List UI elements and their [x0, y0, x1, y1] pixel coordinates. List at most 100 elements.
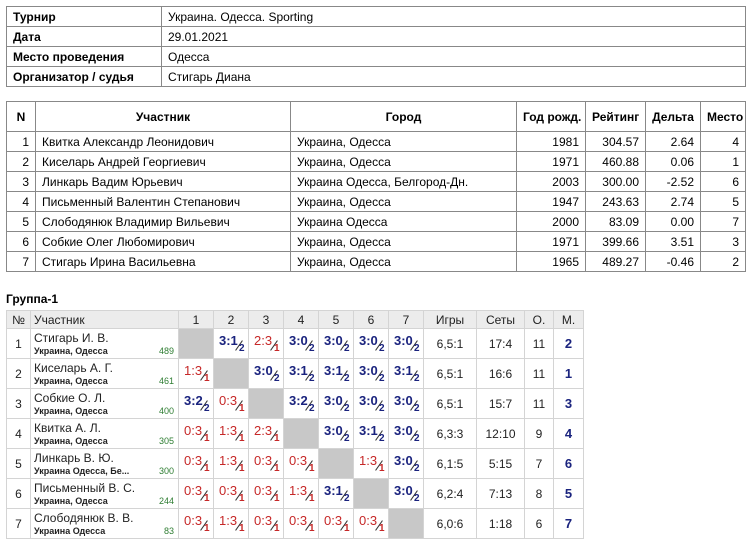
- player-city: Украина Одесса, Бе...: [34, 466, 130, 476]
- result-cell: 3:0 2: [318, 328, 354, 359]
- cell: 3.51: [645, 231, 701, 252]
- match-points: 1: [239, 523, 245, 534]
- cell: Квитка Александр Леонидович: [35, 131, 291, 152]
- player-name: Собкие О. Л.: [34, 391, 106, 405]
- match-points: 1: [204, 523, 210, 534]
- result: 0:3 1: [182, 510, 212, 536]
- info-label: Дата: [6, 26, 162, 47]
- match-points: 2: [379, 343, 385, 354]
- result: 3:2 2: [287, 390, 317, 416]
- column-header: Год рожд.: [516, 101, 586, 132]
- result-cell: 3:0 2: [353, 328, 389, 359]
- player-city: Украина, Одесса: [34, 406, 108, 416]
- result: 0:3 1: [252, 480, 282, 506]
- score: 3:2: [184, 393, 203, 408]
- number: 6: [6, 478, 31, 509]
- games: 6,5:1: [423, 388, 477, 419]
- match-points: 1: [274, 493, 280, 504]
- column-header: №: [6, 310, 31, 329]
- match-points: 1: [239, 493, 245, 504]
- column-header: Место: [700, 101, 746, 132]
- group-row: 3 Собкие О. Л. Украина, Одесса 400 3:2 2 0:3 1 3…: [6, 388, 584, 419]
- result-cell: 1:3 1: [283, 478, 319, 509]
- column-header: N: [6, 101, 36, 132]
- result: 0:3 1: [182, 480, 212, 506]
- score: 0:3: [184, 453, 203, 468]
- cell: Письменный Валентин Степанович: [35, 191, 291, 212]
- result: 3:1 2: [322, 360, 352, 386]
- score: 3:0: [359, 333, 378, 348]
- score: 0:3: [184, 513, 203, 528]
- cell: 83.09: [585, 211, 646, 232]
- result-cell: 0:3 1: [248, 448, 284, 479]
- match-points: 1: [274, 433, 280, 444]
- participant-row: 5 Слободянюк Владимир Вильевич Украина Оде…: [6, 211, 746, 232]
- result: 1:3 1: [217, 450, 247, 476]
- info-row: Дата 29.01.2021: [6, 26, 746, 47]
- cell: 1: [6, 131, 36, 152]
- cell: Украина, Одесса: [290, 251, 517, 272]
- place: 2: [553, 328, 584, 359]
- cell: -2.52: [645, 171, 701, 192]
- cell: Киселарь Андрей Георгиевич: [35, 151, 291, 172]
- diagonal-cell: [248, 388, 284, 419]
- match-points: 2: [344, 373, 350, 384]
- result: 3:0 2: [392, 390, 422, 416]
- match-points: 1: [309, 493, 315, 504]
- match-points: 2: [274, 373, 280, 384]
- info-label: Турнир: [6, 6, 162, 27]
- cell: 2.74: [645, 191, 701, 212]
- sets: 5:15: [476, 448, 525, 479]
- match-points: 2: [414, 343, 420, 354]
- cell: 1: [700, 151, 746, 172]
- cell: 399.66: [585, 231, 646, 252]
- result-cell: 1:3 1: [178, 358, 214, 389]
- cell: 2: [700, 251, 746, 272]
- match-points: 2: [379, 373, 385, 384]
- result: 2:3 1: [252, 420, 282, 446]
- player-name: Линкарь В. Ю.: [34, 451, 114, 465]
- match-points: 2: [344, 433, 350, 444]
- score: 2:3: [254, 333, 273, 348]
- cell: 2.64: [645, 131, 701, 152]
- result-cell: 0:3 1: [283, 508, 319, 539]
- score: 3:0: [394, 393, 413, 408]
- column-header: Дельта: [645, 101, 701, 132]
- result-cell: 3:0 2: [388, 388, 424, 419]
- score: 3:0: [289, 333, 308, 348]
- place: 1: [553, 358, 584, 389]
- player-city: Украина, Одесса: [34, 346, 108, 356]
- result: 1:3 1: [217, 420, 247, 446]
- cell: 304.57: [585, 131, 646, 152]
- score: 3:0: [394, 423, 413, 438]
- match-points: 1: [309, 523, 315, 534]
- result: 3:0 2: [322, 390, 352, 416]
- participant-row: 2 Киселарь Андрей Георгиевич Украина, Одес…: [6, 151, 746, 172]
- games: 6,0:6: [423, 508, 477, 539]
- result-cell: 0:3 1: [248, 508, 284, 539]
- cell: 2003: [516, 171, 586, 192]
- sets: 17:4: [476, 328, 525, 359]
- result-cell: 0:3 1: [178, 508, 214, 539]
- result: 3:1 2: [392, 360, 422, 386]
- score: 0:3: [184, 423, 203, 438]
- result-cell: 3:2 2: [178, 388, 214, 419]
- column-header: Город: [290, 101, 517, 132]
- match-points: 2: [414, 493, 420, 504]
- match-points: 1: [204, 463, 210, 474]
- cell: 7: [6, 251, 36, 272]
- result: 0:3 1: [252, 510, 282, 536]
- cell: Украина, Одесса: [290, 151, 517, 172]
- cell: 300.00: [585, 171, 646, 192]
- result: 0:3 1: [217, 480, 247, 506]
- result: 2:3 1: [252, 330, 282, 356]
- player: Собкие О. Л. Украина, Одесса 400: [30, 388, 179, 419]
- match-points: 1: [274, 463, 280, 474]
- result-cell: 3:0 2: [388, 328, 424, 359]
- score: 0:3: [359, 513, 378, 528]
- cell: 3: [700, 231, 746, 252]
- cell: 0.00: [645, 211, 701, 232]
- score: 0:3: [254, 483, 273, 498]
- sets: 12:10: [476, 418, 525, 449]
- cell: 1947: [516, 191, 586, 212]
